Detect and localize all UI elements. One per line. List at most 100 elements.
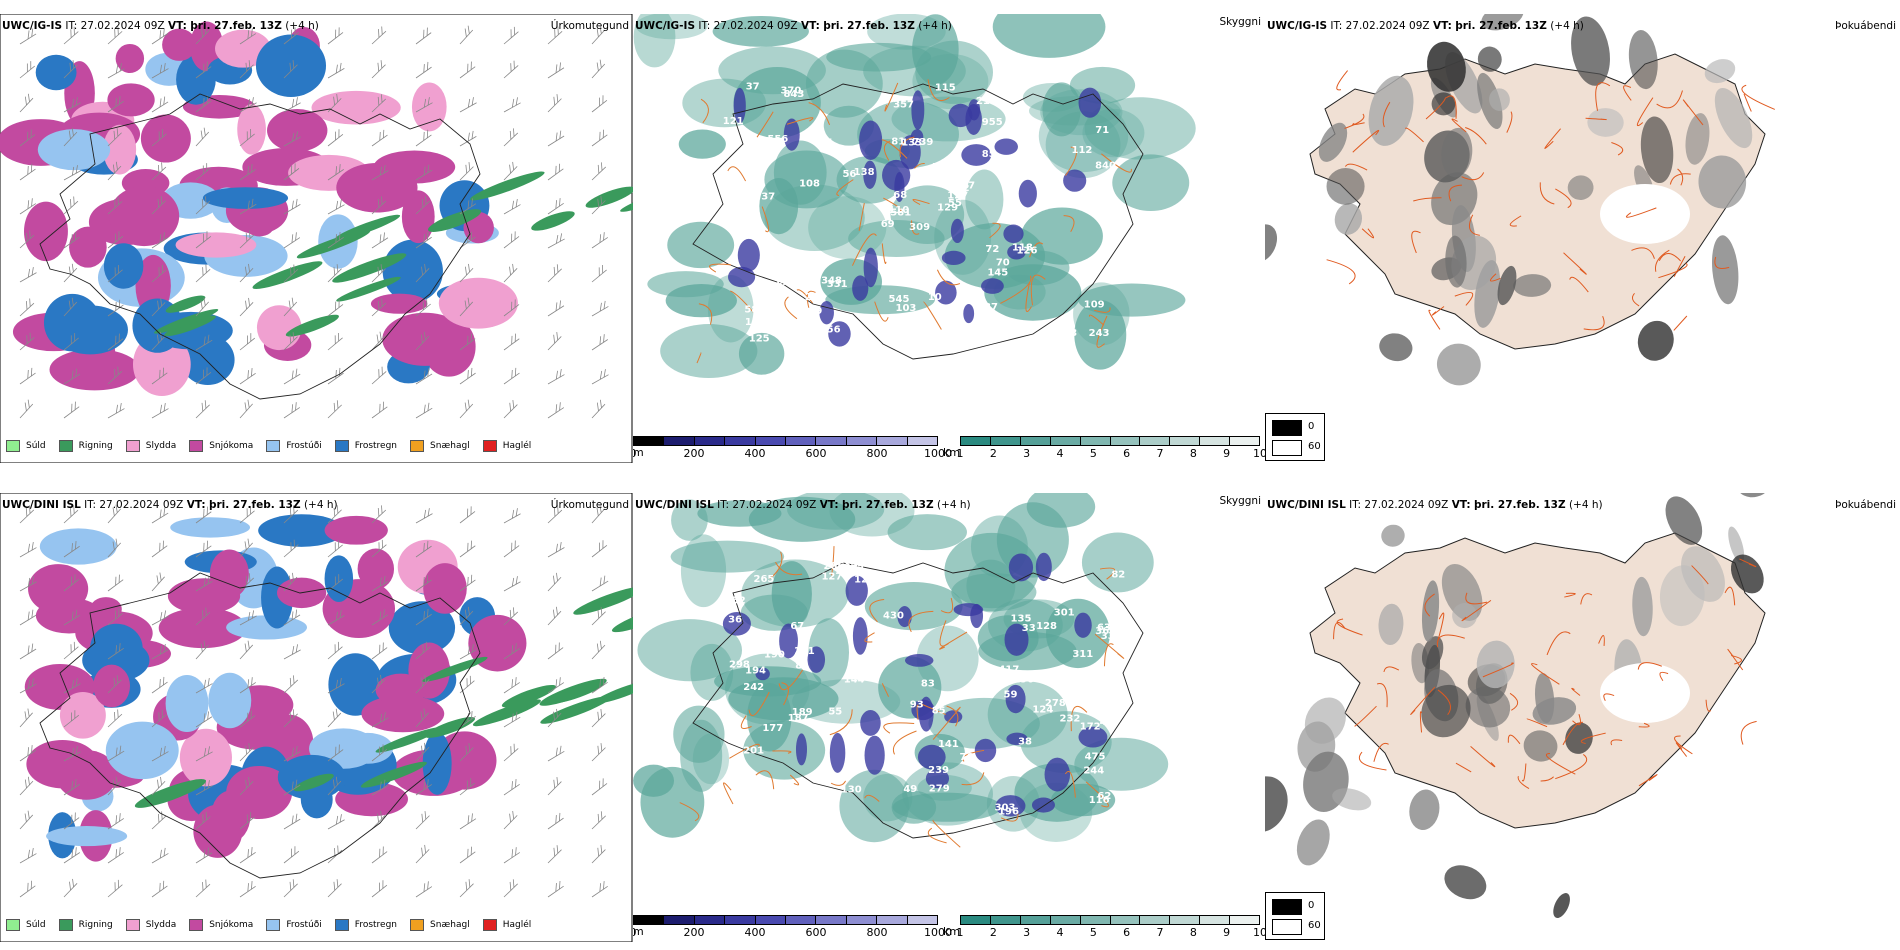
colorbar-tick: 800 [866,926,888,939]
road [1437,689,1451,716]
wind-barb [503,779,520,796]
colorbar-cell [1020,437,1051,445]
legend-item-4: Frostúði [266,919,322,931]
legend-label: Frostúði [286,920,322,930]
colorbar-tick: 5 [1089,926,1097,939]
wind-barb [415,779,432,796]
visibility-area [1042,82,1081,137]
wind-barb [547,402,565,419]
visibility-value: 10 [928,292,942,303]
wind-barb [327,776,342,796]
road [881,243,887,264]
road [698,303,713,325]
precip-area [202,187,289,209]
visibility-value: 81 [891,136,905,147]
road [961,772,985,786]
road [1099,567,1116,580]
wind-barb [195,640,209,660]
colorbar-cell [1050,916,1081,924]
wind-barb [107,538,122,558]
wind-barb [239,776,254,796]
road [1638,722,1650,728]
vis-title-row1: Skyggni [1219,16,1262,28]
wind-barb [195,196,211,215]
wind-barb [371,810,386,830]
rain-area [611,606,633,633]
wind-barb [195,367,212,385]
wind-barb [591,709,606,728]
visibility-value: 49 [903,784,917,795]
wind-barb [195,811,211,830]
legend-label: Súld [26,920,46,930]
wind-barb [503,607,519,626]
visibility-value: 242 [743,682,764,693]
visibility-value: 243 [1089,328,1110,339]
low-visibility-area [897,606,912,628]
wind-barb [327,164,344,181]
legend-label: Slydda [145,441,177,451]
visibility-value: 221 [759,139,780,150]
visibility-value: 145 [987,268,1008,279]
vis-panel-row2: 475 232 301 311 430 303 334 189 85 49 542 417 196 196… [633,493,1265,942]
low-visibility-area [783,118,800,151]
visibility-area [867,14,946,50]
visibility-value: 244 [1083,766,1104,777]
colorbar-cell [961,916,991,924]
road [1731,655,1742,665]
visibility-area [1081,532,1154,593]
fog-index-area [1296,819,1330,866]
vis-km-unit-row2: km [943,925,961,938]
fog-index-area [1685,113,1710,165]
colorbar-tick: 3 [1023,926,1031,939]
wind-barb [591,369,609,385]
low-visibility-area [860,710,881,736]
wind-barb [283,368,301,385]
low-visibility-area [935,280,957,305]
ptype-title-row2: Úrkomutegund [550,499,629,511]
rain-area [424,717,476,738]
road [1631,292,1640,307]
fog-index-area [1445,235,1467,288]
colorbar-cell [1170,916,1201,924]
wind-barb [547,62,565,79]
colorbar-cell [816,916,847,924]
visibility-value: 118 [1012,242,1033,253]
wind-barb [19,609,37,626]
wind-barb [283,709,298,728]
visibility-value: 286 [824,561,845,572]
wind-barb [503,199,521,215]
wind-barb [415,674,430,694]
visibility-value: 196 [1013,675,1034,686]
wind-barb [283,813,301,830]
wind-barb [591,607,606,626]
wind-barb [151,367,168,385]
road [1682,99,1704,126]
precip-area [324,515,388,545]
visibility-area [1050,783,1116,817]
rain-area [552,682,604,703]
wind-barb [547,880,564,898]
wind-barb [283,332,298,351]
legend-label: Snjókoma [209,920,254,930]
wind-barb [415,263,430,283]
wind-barb [415,196,431,215]
precip-area [39,528,117,565]
road [1546,631,1571,656]
road [1521,763,1527,782]
road [726,166,747,182]
fog-map-row1 [1265,14,1776,386]
wind-barb [547,845,562,864]
colorbar-cells [960,915,1260,925]
visibility-value: 348 [821,275,842,286]
wind-barb [503,508,521,524]
visibility-area [771,561,812,627]
fog-index-area [1326,168,1365,205]
wind-barb [591,162,607,181]
low-visibility-area [910,129,924,145]
wind-barb [63,505,79,524]
road [1741,84,1776,110]
visibility-value: 37 [761,191,775,202]
wind-barb [547,812,564,830]
low-visibility-area [863,160,877,189]
visibility-value: 63 [1097,622,1111,633]
